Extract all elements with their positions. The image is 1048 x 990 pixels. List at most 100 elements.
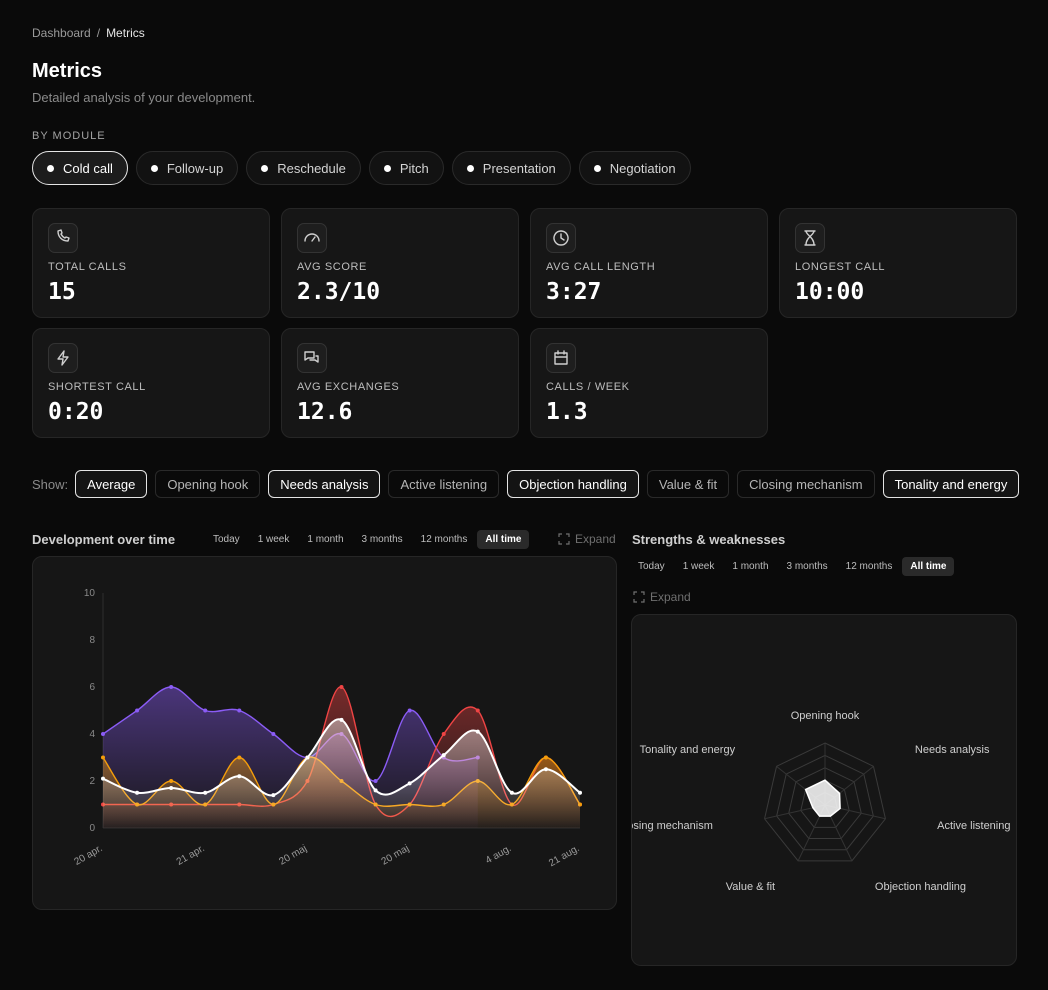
stat-value: 1.3 — [546, 399, 588, 425]
range-tab[interactable]: 1 week — [257, 534, 290, 545]
expand-button[interactable]: Expand — [558, 532, 616, 546]
range-tabs: Today 1 week 1 month 3 months 12 months All t… — [205, 530, 530, 549]
data-point — [441, 753, 446, 758]
module-chip[interactable]: Pitch — [368, 151, 444, 185]
expand-label: Expand — [650, 590, 691, 604]
range-tab[interactable]: 1 week — [682, 561, 715, 572]
x-tick-label: 20 apr. — [73, 843, 105, 868]
filter-chip[interactable]: Value & fit — [646, 470, 730, 498]
range-tab[interactable]: 12 months — [845, 561, 893, 572]
data-point — [475, 708, 480, 713]
crumb-link[interactable]: Dashboard — [32, 26, 91, 40]
grid-ring — [776, 754, 874, 851]
range-tab[interactable]: All time — [902, 557, 955, 576]
stat-icon — [297, 223, 327, 253]
chip-label: Presentation — [482, 160, 556, 176]
chip-dot — [383, 164, 391, 172]
x-tick-label: 21 apr. — [175, 843, 207, 868]
module-chip[interactable]: Reschedule — [246, 151, 361, 185]
page-title: Metrics — [32, 60, 103, 82]
module-chip[interactable]: Follow-up — [135, 151, 239, 185]
module-chip[interactable]: Cold call — [32, 151, 128, 185]
stat-value: 2.3/10 — [297, 279, 381, 305]
filter-chip[interactable]: Needs analysis — [268, 470, 381, 498]
data-point — [543, 755, 548, 760]
radar-area — [804, 779, 841, 817]
filter-chip[interactable]: Tonality and energy — [882, 470, 1020, 498]
chip-label: Reschedule — [277, 160, 346, 176]
filter-label: Show: — [32, 476, 69, 492]
range-tab[interactable]: 3 months — [786, 561, 828, 572]
icon-glyph — [304, 233, 320, 242]
data-point — [237, 708, 242, 713]
range-tab[interactable]: 12 months — [420, 534, 468, 545]
data-point — [441, 732, 446, 736]
range-tab[interactable]: 3 months — [361, 534, 403, 545]
range-tab[interactable]: 1 month — [732, 561, 769, 572]
filter-row: Show: Average Opening hook Needs analysis Ac… — [32, 470, 1020, 498]
module-chip[interactable]: Negotiation — [578, 151, 691, 185]
data-point — [101, 776, 105, 781]
icon-glyph — [554, 350, 568, 365]
module-chip[interactable]: Presentation — [451, 151, 571, 185]
stat-card: AVG EXCHANGES 12.6 — [281, 328, 519, 438]
icon-glyph — [804, 230, 816, 246]
expand-icon — [633, 591, 645, 603]
filter-chip[interactable]: Objection handling — [507, 470, 639, 498]
data-point — [271, 793, 276, 798]
grid-ring — [764, 742, 886, 862]
y-tick-label: 10 — [84, 588, 96, 599]
stat-card: SHORTEST CALL 0:20 — [32, 328, 270, 438]
stat-card: TOTAL CALLS 15 — [32, 208, 270, 318]
filter-chip[interactable]: Opening hook — [155, 470, 261, 498]
range-tab[interactable]: Today — [213, 534, 240, 545]
stat-value: 10:00 — [795, 279, 865, 305]
y-tick-label: 6 — [89, 682, 95, 693]
chip-dot — [47, 164, 54, 172]
data-point — [339, 717, 344, 722]
crumb-separator: / — [96, 26, 101, 40]
data-point — [203, 708, 208, 713]
stat-label: SHORTEST CALL — [48, 381, 146, 393]
chart-card: Opening hook Needs analysis Active listeni… — [631, 614, 1017, 966]
data-point — [578, 790, 582, 795]
range-tab[interactable]: 1 month — [307, 534, 344, 545]
expand-button[interactable]: Expand — [633, 590, 691, 604]
axis-label: Value & fit — [726, 881, 775, 893]
chart: 0 2 4 6 8 10 20 apr. 21 apr. 20 maj 20 maj 4 aug. 2… — [73, 588, 582, 869]
y-tick-label: 8 — [89, 635, 95, 646]
filter-chip[interactable]: Average — [75, 470, 148, 498]
data-point — [135, 708, 140, 713]
crumb-current: Metrics — [106, 26, 145, 40]
data-point — [339, 685, 344, 689]
filter-chip[interactable]: Active listening — [388, 470, 500, 498]
axis-label: Closing mechanism — [632, 820, 713, 832]
y-tick-label: 4 — [89, 729, 95, 740]
range-tab[interactable]: All time — [477, 530, 530, 549]
filter-chip[interactable]: Closing mechanism — [737, 470, 875, 498]
chart: Opening hook Needs analysis Active listeni… — [632, 710, 1010, 893]
series-line — [102, 718, 581, 797]
data-point — [407, 708, 412, 713]
data-point — [101, 732, 105, 736]
chart-title: Development over time — [32, 532, 176, 547]
range-tab[interactable]: Today — [638, 561, 665, 572]
data-point — [169, 786, 174, 791]
data-point — [101, 755, 105, 760]
data-point — [271, 732, 276, 736]
data-point — [373, 788, 378, 793]
stat-icon — [795, 223, 825, 253]
chart-title: Strengths & weaknesses — [632, 532, 786, 547]
axis-label: Objection handling — [875, 881, 966, 893]
axis-label: Needs analysis — [915, 744, 990, 756]
axis-label: Tonality and energy — [640, 744, 736, 756]
chip-dot — [593, 164, 601, 172]
stat-icon — [546, 343, 576, 373]
icon-glyph — [558, 533, 570, 545]
icon-glyph — [57, 229, 70, 242]
breadcrumb: Dashboard / Metrics — [32, 26, 145, 40]
data-point — [169, 685, 174, 689]
x-tick-label: 20 maj — [380, 843, 411, 868]
chip-label: Pitch — [399, 160, 429, 176]
stat-value: 0:20 — [48, 399, 104, 425]
